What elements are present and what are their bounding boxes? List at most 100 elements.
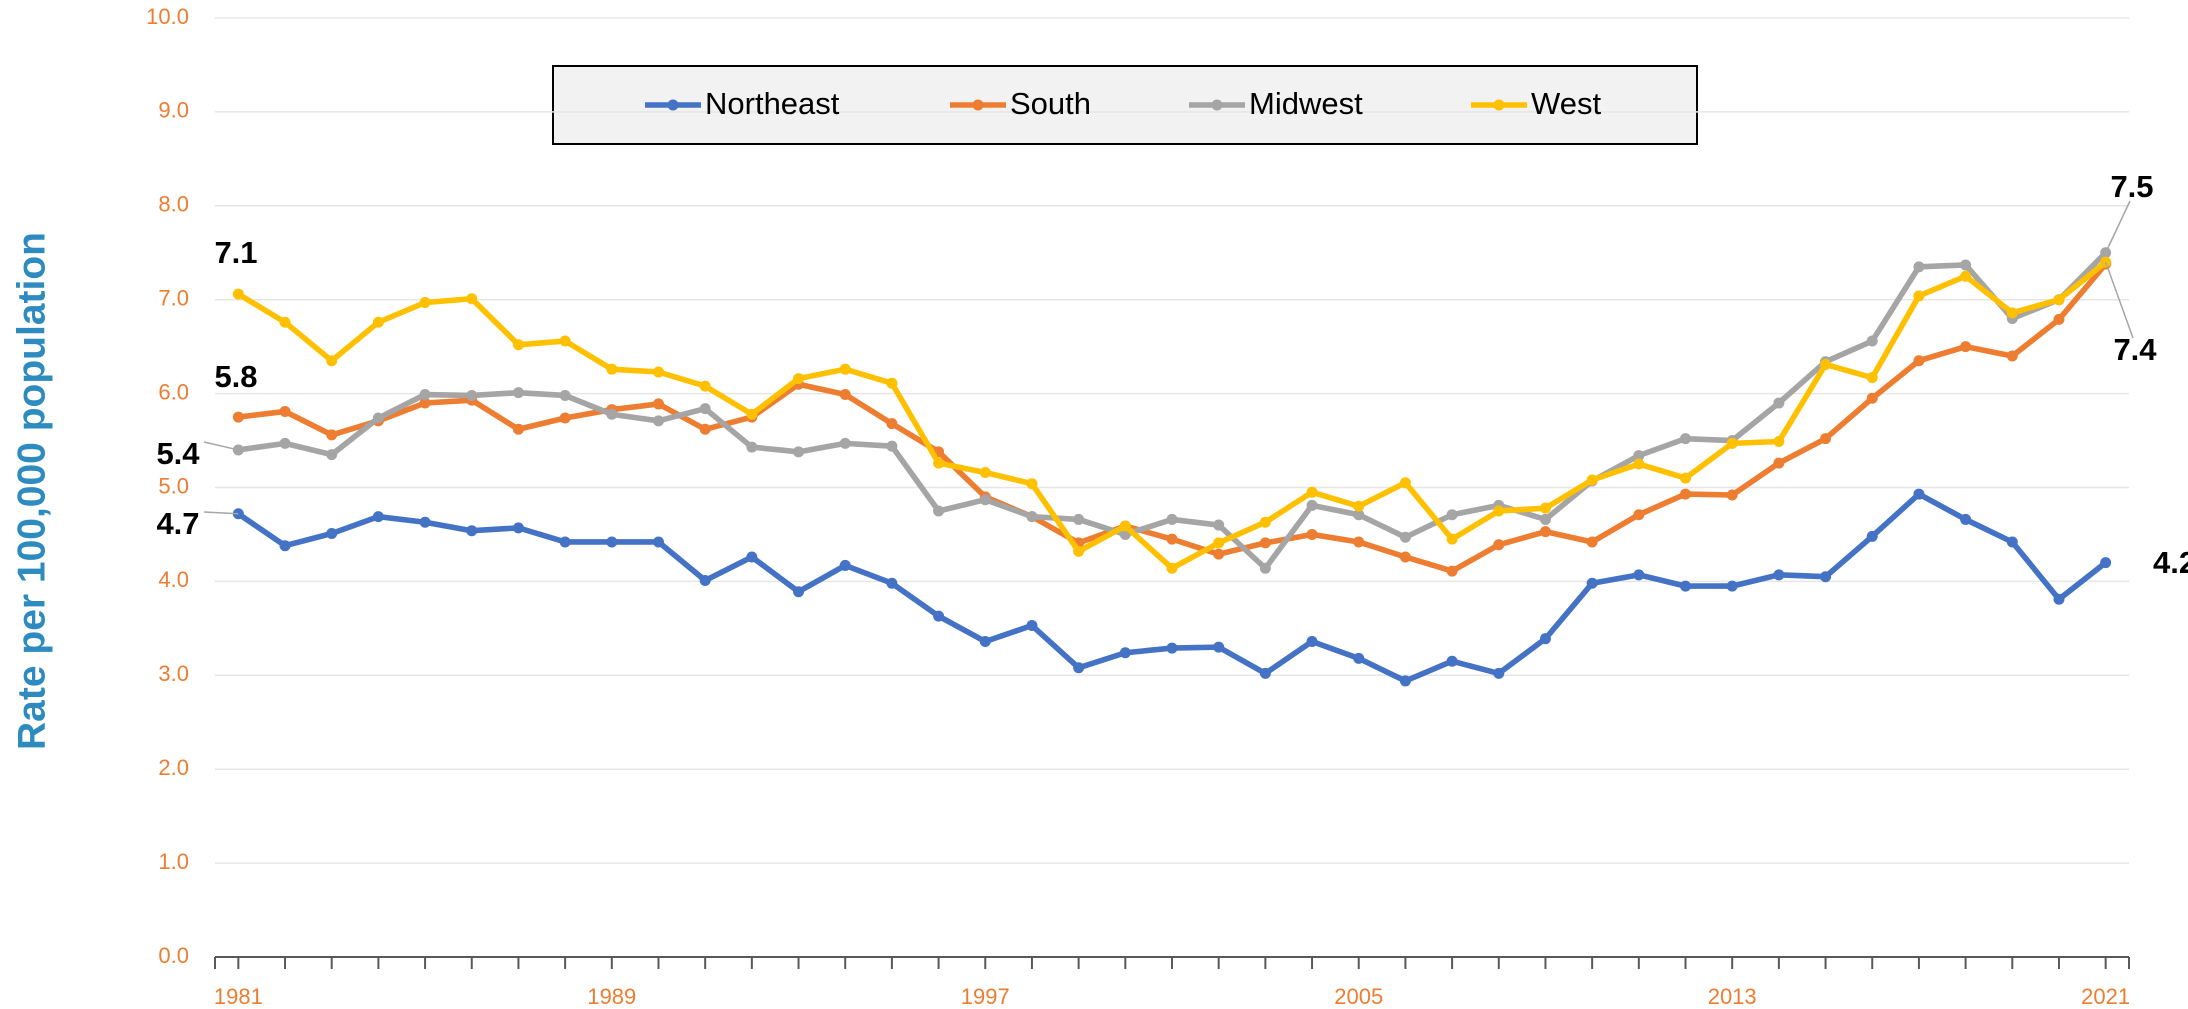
point — [979, 466, 991, 478]
point — [1026, 511, 1038, 523]
point — [1213, 537, 1225, 549]
point — [1866, 530, 1878, 542]
point — [466, 293, 478, 305]
point — [699, 423, 711, 435]
point — [1213, 548, 1225, 560]
point — [699, 380, 711, 392]
point — [2100, 557, 2112, 569]
point — [1166, 642, 1178, 654]
data-label: 7.1 — [214, 235, 257, 270]
point — [1446, 509, 1458, 521]
point — [326, 429, 338, 441]
legend-marker — [1493, 99, 1505, 111]
point — [606, 408, 618, 420]
y-tick-label: 1.0 — [158, 849, 189, 874]
point — [1259, 537, 1271, 549]
point — [839, 559, 851, 571]
point — [419, 297, 431, 309]
point — [1493, 505, 1505, 517]
point — [419, 397, 431, 409]
point — [1726, 437, 1738, 449]
point — [1166, 513, 1178, 525]
label-leader — [2104, 261, 2134, 339]
x-tick-label: 2013 — [1708, 984, 1757, 1009]
point — [1259, 562, 1271, 574]
point — [886, 440, 898, 452]
point — [1633, 509, 1645, 521]
point — [232, 288, 244, 300]
point — [326, 528, 338, 540]
data-label: 4.2 — [2153, 545, 2188, 580]
point — [1119, 520, 1131, 532]
data-label: 5.8 — [214, 359, 257, 394]
point — [466, 389, 478, 401]
point — [1726, 580, 1738, 592]
point — [1539, 526, 1551, 538]
point — [1399, 675, 1411, 687]
point — [1399, 531, 1411, 543]
point — [606, 536, 618, 548]
point — [1446, 533, 1458, 545]
point — [1353, 500, 1365, 512]
legend-label: Northeast — [705, 86, 840, 121]
point — [1820, 433, 1832, 445]
point — [326, 355, 338, 367]
point — [1166, 562, 1178, 574]
point — [1306, 528, 1318, 540]
legend-label: West — [1531, 86, 1601, 121]
point — [1633, 450, 1645, 462]
point — [1539, 513, 1551, 525]
point — [1680, 433, 1692, 445]
x-tick-label: 1997 — [961, 984, 1010, 1009]
point — [1399, 477, 1411, 489]
point — [512, 522, 524, 534]
point — [1353, 509, 1365, 521]
point — [512, 387, 524, 399]
legend-marker — [1211, 99, 1223, 111]
point — [279, 437, 291, 449]
point — [1773, 397, 1785, 409]
point — [746, 441, 758, 453]
point — [699, 403, 711, 415]
point — [1633, 569, 1645, 581]
point — [1493, 539, 1505, 551]
point — [326, 449, 338, 461]
point — [1586, 474, 1598, 486]
point — [1026, 478, 1038, 490]
point — [1259, 667, 1271, 679]
point — [1866, 392, 1878, 404]
point — [652, 366, 664, 378]
point — [1913, 355, 1925, 367]
point — [1913, 290, 1925, 302]
point — [372, 511, 384, 523]
x-tick-label: 2021 — [2081, 984, 2130, 1009]
point — [279, 405, 291, 417]
point — [933, 610, 945, 622]
point — [1866, 335, 1878, 347]
y-tick-label: 5.0 — [158, 473, 189, 498]
label-leader — [203, 511, 239, 515]
data-label: 7.4 — [2113, 332, 2157, 367]
point — [559, 335, 571, 347]
point — [793, 446, 805, 458]
point — [886, 418, 898, 430]
y-tick-label: 9.0 — [158, 98, 189, 123]
point — [2006, 350, 2018, 362]
point — [1353, 536, 1365, 548]
point — [1680, 472, 1692, 484]
point — [1680, 488, 1692, 500]
point — [1539, 633, 1551, 645]
point — [1586, 536, 1598, 548]
point — [1960, 513, 1972, 525]
point — [1773, 569, 1785, 581]
y-tick-label: 2.0 — [158, 755, 189, 780]
point — [466, 525, 478, 537]
point — [1913, 261, 1925, 273]
point — [1306, 635, 1318, 647]
point — [746, 408, 758, 420]
point — [2006, 307, 2018, 319]
point — [1773, 457, 1785, 469]
point — [1073, 513, 1085, 525]
data-label: 5.4 — [156, 436, 200, 471]
